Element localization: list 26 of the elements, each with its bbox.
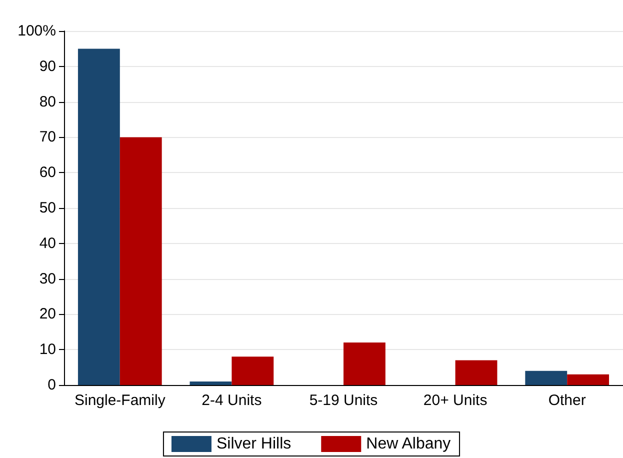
x-tick-label: Single-Family [74, 392, 166, 409]
x-tick-label: 20+ Units [423, 392, 488, 409]
y-tick-label: 100% [18, 22, 56, 40]
y-tick-label: 40 [39, 234, 56, 252]
x-tick-label: 2-4 Units [202, 392, 262, 409]
legend-label: Silver Hills [216, 436, 292, 452]
y-tick-label: 50 [39, 200, 56, 216]
bar [525, 370, 568, 385]
y-tick-label: 10 [39, 341, 56, 358]
y-tick-label: 60 [39, 164, 56, 182]
bar [344, 342, 386, 385]
x-tick-label: Other [548, 392, 586, 409]
y-tick-label: 80 [39, 93, 56, 110]
bar [455, 360, 498, 385]
legend-label: New Albany [366, 436, 451, 452]
bar [567, 374, 610, 385]
y-tick-label: 30 [39, 270, 56, 288]
bar [120, 137, 162, 385]
y-tick-label: 70 [39, 128, 56, 146]
y-tick-label: 0 [48, 376, 56, 394]
bar [232, 356, 274, 385]
bar [78, 48, 120, 385]
y-tick-label: 20 [39, 306, 56, 323]
bar [190, 381, 232, 385]
x-tick-label: 5-19 Units [309, 392, 378, 409]
y-tick-label: 90 [39, 58, 56, 75]
